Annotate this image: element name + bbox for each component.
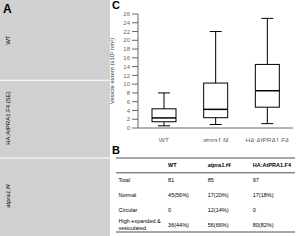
svg-text:12: 12 xyxy=(123,73,130,79)
svg-text:0: 0 xyxy=(127,125,131,131)
svg-text:atpra1.f4: atpra1.f4 xyxy=(203,137,229,142)
svg-text:WT: WT xyxy=(159,137,169,142)
svg-text:WT: WT xyxy=(8,35,11,45)
svg-text:80(82%): 80(82%) xyxy=(253,222,274,228)
svg-text:22: 22 xyxy=(123,29,130,35)
svg-text:97: 97 xyxy=(253,177,259,183)
svg-text:20: 20 xyxy=(123,37,130,43)
svg-text:0: 0 xyxy=(168,207,171,213)
svg-text:HA:AtPRA1.F4: HA:AtPRA1.F4 xyxy=(245,137,289,142)
svg-text:atpra1.f4: atpra1.f4 xyxy=(208,162,231,168)
svg-text:45(56%): 45(56%) xyxy=(168,192,189,198)
svg-text:High expanded &vesiculated: High expanded &vesiculated xyxy=(119,218,162,230)
svg-text:2: 2 xyxy=(127,116,131,122)
svg-text:81: 81 xyxy=(168,177,174,183)
svg-text:atpra1.f4: atpra1.f4 xyxy=(8,183,11,207)
svg-text:6: 6 xyxy=(127,99,131,105)
svg-text:17(20%): 17(20%) xyxy=(208,192,229,198)
svg-text:A: A xyxy=(8,2,12,16)
html-text:C: C xyxy=(112,0,120,11)
svg-text:HA:AtPRA1.F4 (SE): HA:AtPRA1.F4 (SE) xyxy=(8,91,11,145)
svg-text:Vesicle extent (x10² nm²): Vesicle extent (x10² nm²) xyxy=(110,38,115,104)
svg-text:B: B xyxy=(112,144,120,156)
svg-text:8: 8 xyxy=(127,90,131,96)
svg-text:Total: Total xyxy=(119,177,131,183)
svg-text:16: 16 xyxy=(123,55,130,61)
svg-text:Normal: Normal xyxy=(119,192,137,198)
svg-text:85: 85 xyxy=(208,177,214,183)
svg-text:HA:AtPRA1.F4: HA:AtPRA1.F4 xyxy=(253,162,291,168)
svg-text:14: 14 xyxy=(123,64,130,70)
svg-text:0: 0 xyxy=(253,207,256,213)
svg-text:26: 26 xyxy=(123,11,130,17)
svg-text:10: 10 xyxy=(123,81,130,87)
svg-text:36(44%): 36(44%) xyxy=(168,222,189,228)
svg-text:18: 18 xyxy=(123,46,130,52)
svg-text:Circular: Circular xyxy=(119,207,138,213)
svg-text:17(18%): 17(18%) xyxy=(253,192,274,198)
svg-text:56(66%): 56(66%) xyxy=(208,222,229,228)
svg-text:24: 24 xyxy=(123,20,130,26)
svg-text:4: 4 xyxy=(127,108,131,114)
svg-text:WT: WT xyxy=(168,162,177,168)
svg-text:12(14%): 12(14%) xyxy=(208,207,229,213)
